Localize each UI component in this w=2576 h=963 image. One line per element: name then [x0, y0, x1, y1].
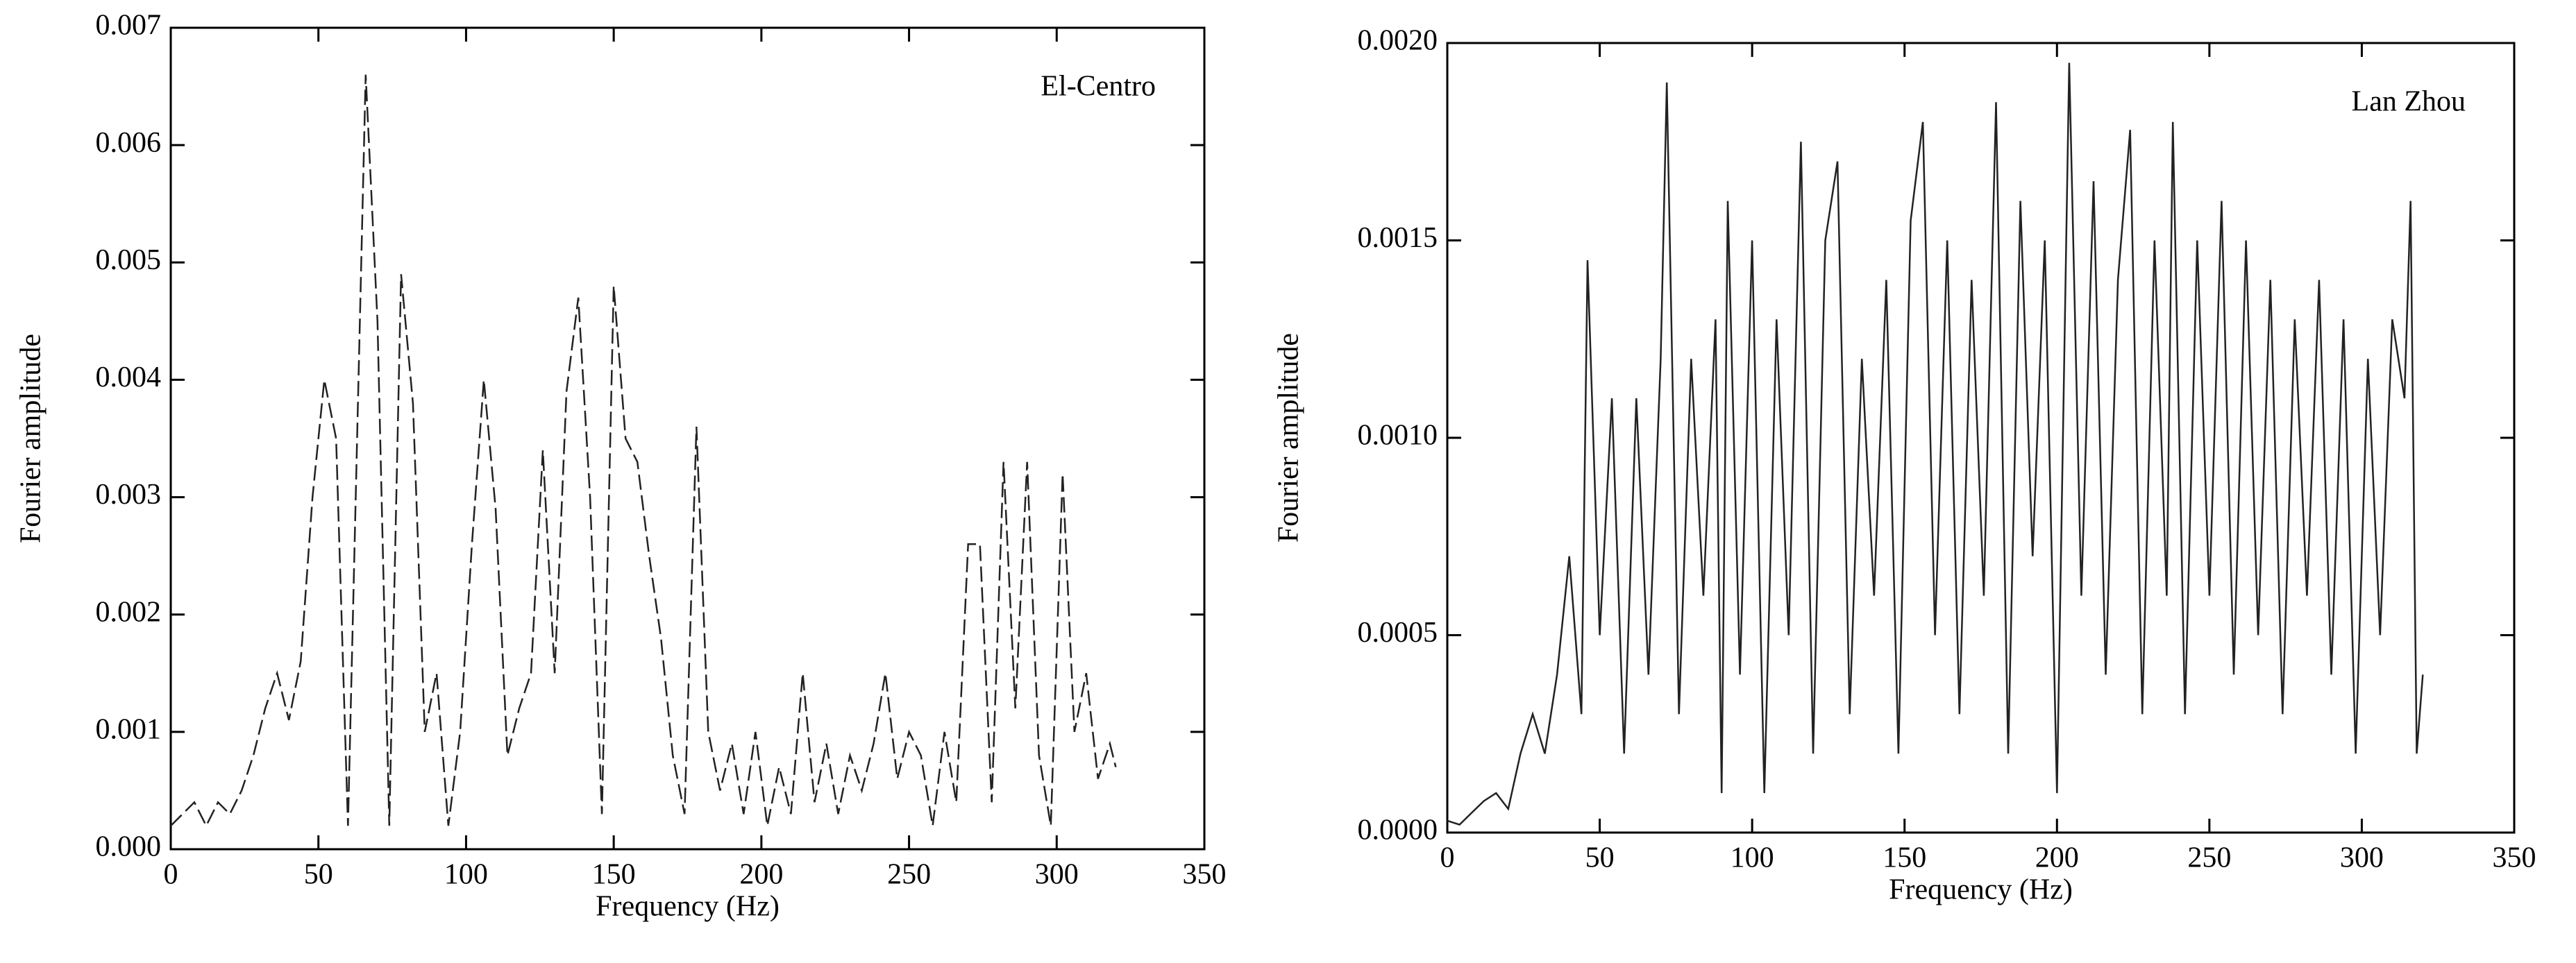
- y-tick-label: 0.007: [96, 10, 162, 42]
- x-tick-label: 200: [739, 859, 783, 891]
- annotation: El-Centro: [1041, 71, 1156, 103]
- y-tick-label: 0.001: [96, 713, 162, 745]
- x-tick-label: 0: [164, 859, 178, 891]
- y-tick-label: 0.005: [96, 244, 162, 276]
- x-tick-label: 150: [592, 859, 636, 891]
- x-tick-label: 250: [887, 859, 931, 891]
- y-tick-label: 0.002: [96, 596, 162, 628]
- x-tick-label: 100: [1731, 842, 1774, 874]
- y-tick-label: 0.0005: [1358, 617, 1438, 649]
- x-tick-label: 250: [2187, 842, 2231, 874]
- x-tick-label: 50: [304, 859, 333, 891]
- plot-frame: [169, 26, 1206, 851]
- y-tick-label: 0.006: [96, 127, 162, 159]
- y-tick-label: 0.0020: [1358, 25, 1438, 57]
- spectrum-line: [170, 74, 1117, 828]
- y-tick-label: 0.000: [96, 831, 162, 863]
- x-axis-label: Frequency (Hz): [1889, 874, 2073, 906]
- x-tick-label: 50: [1585, 842, 1615, 874]
- y-tick-label: 0.0000: [1358, 815, 1438, 846]
- annotation: Lan Zhou: [2352, 86, 2466, 118]
- y-axis-label: Fourier amplitude: [1273, 333, 1305, 543]
- x-tick-label: 350: [2493, 842, 2536, 874]
- x-tick-label: 150: [1883, 842, 1926, 874]
- spectrum-line: [1447, 62, 2424, 826]
- x-tick-label: 100: [444, 859, 488, 891]
- x-tick-label: 200: [2035, 842, 2079, 874]
- x-axis-label: Frequency (Hz): [596, 891, 780, 923]
- y-axis-label: Fourier amplitude: [15, 334, 47, 543]
- y-tick-label: 0.0010: [1358, 420, 1438, 452]
- x-tick-label: 350: [1183, 859, 1227, 891]
- x-tick-label: 300: [2340, 842, 2384, 874]
- y-tick-label: 0.003: [96, 479, 162, 511]
- x-tick-label: 300: [1035, 859, 1079, 891]
- y-tick-label: 0.004: [96, 361, 162, 393]
- y-tick-label: 0.0015: [1358, 222, 1438, 254]
- x-tick-label: 0: [1440, 842, 1455, 874]
